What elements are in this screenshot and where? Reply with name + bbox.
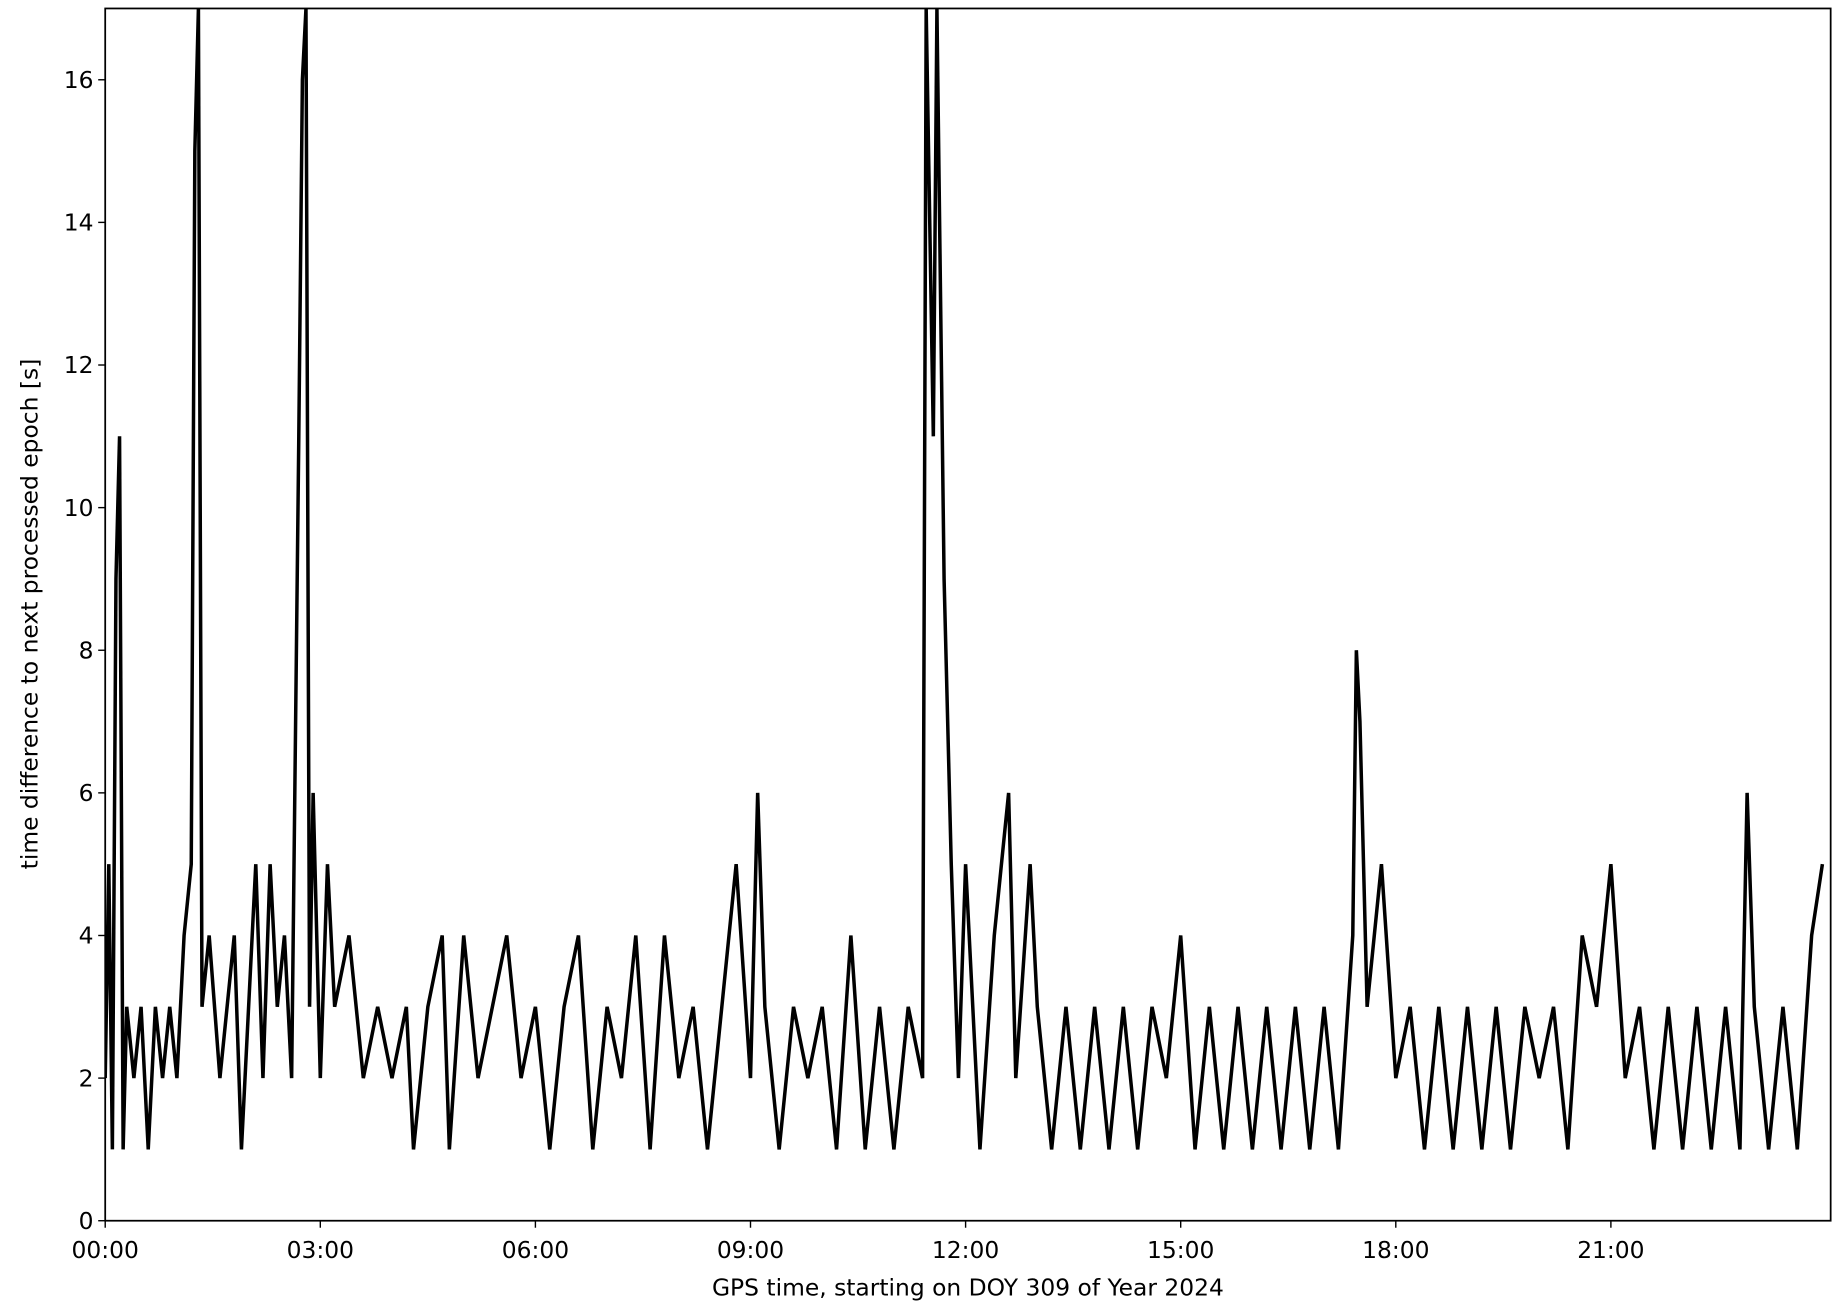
y-axis-label: time difference to next processed epoch …	[15, 359, 43, 870]
y-tick-label: 4	[79, 922, 94, 950]
y-tick-label: 10	[64, 494, 94, 522]
y-tick-label: 14	[64, 209, 94, 237]
x-tick-label: 06:00	[502, 1236, 569, 1264]
y-tick-label: 12	[64, 351, 94, 379]
x-tick-label: 00:00	[72, 1236, 139, 1264]
y-tick-label: 0	[79, 1207, 94, 1235]
y-tick-label: 2	[79, 1064, 94, 1092]
data-line	[105, 8, 1825, 1150]
x-tick-label: 18:00	[1362, 1236, 1429, 1264]
y-tick-label: 8	[79, 636, 94, 664]
x-axis-label: GPS time, starting on DOY 309 of Year 20…	[712, 1274, 1224, 1302]
x-tick-label: 09:00	[717, 1236, 784, 1264]
x-tick-label: 15:00	[1147, 1236, 1214, 1264]
x-tick-label: 12:00	[932, 1236, 999, 1264]
plot-frame	[104, 7, 1832, 1222]
x-tick-label: 03:00	[287, 1236, 354, 1264]
y-tick-label: 6	[79, 779, 94, 807]
y-tick-label: 16	[64, 66, 94, 94]
x-tick-label: 21:00	[1577, 1236, 1644, 1264]
